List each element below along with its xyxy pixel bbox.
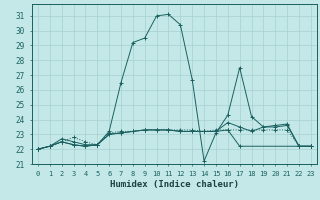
X-axis label: Humidex (Indice chaleur): Humidex (Indice chaleur) — [110, 180, 239, 189]
